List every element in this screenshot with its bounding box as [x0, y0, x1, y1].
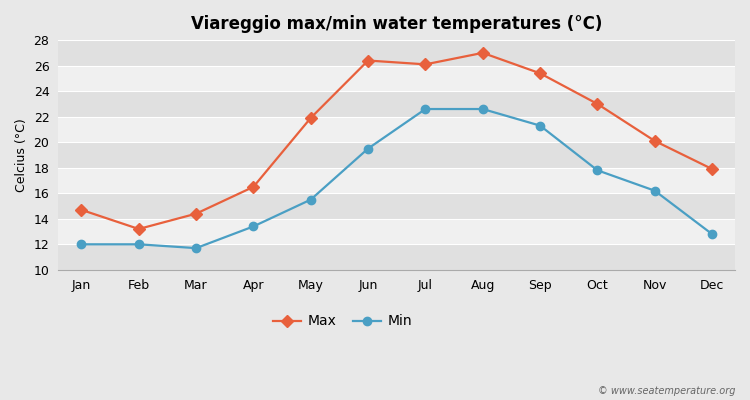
Min [478, 107, 488, 112]
Min [650, 188, 659, 193]
Bar [58, 219, 735, 244]
Max [306, 116, 315, 120]
Bar [58, 142, 735, 168]
Max [191, 211, 200, 216]
Max [421, 62, 430, 67]
Max [478, 50, 488, 55]
Min [249, 224, 258, 229]
Max [77, 208, 86, 212]
Legend: Max, Min: Max, Min [267, 309, 418, 334]
Bar [58, 91, 735, 117]
Max [650, 138, 659, 143]
Line: Min: Min [77, 105, 716, 252]
Min [421, 107, 430, 112]
Min [134, 242, 143, 247]
Max [536, 71, 544, 76]
Max [249, 184, 258, 189]
Y-axis label: Celcius (°C): Celcius (°C) [15, 118, 28, 192]
Bar [58, 244, 735, 270]
Min [306, 197, 315, 202]
Bar [58, 66, 735, 91]
Bar [58, 117, 735, 142]
Line: Max: Max [77, 49, 716, 233]
Title: Viareggio max/min water temperatures (°C): Viareggio max/min water temperatures (°C… [191, 15, 602, 33]
Max [364, 58, 373, 63]
Max [707, 167, 716, 172]
Min [77, 242, 86, 247]
Min [707, 232, 716, 236]
Text: © www.seatemperature.org: © www.seatemperature.org [598, 386, 735, 396]
Max [593, 102, 602, 106]
Max [134, 226, 143, 231]
Bar [58, 40, 735, 66]
Min [593, 168, 602, 173]
Bar [58, 193, 735, 219]
Min [191, 246, 200, 250]
Min [536, 123, 544, 128]
Min [364, 146, 373, 151]
Bar [58, 168, 735, 193]
